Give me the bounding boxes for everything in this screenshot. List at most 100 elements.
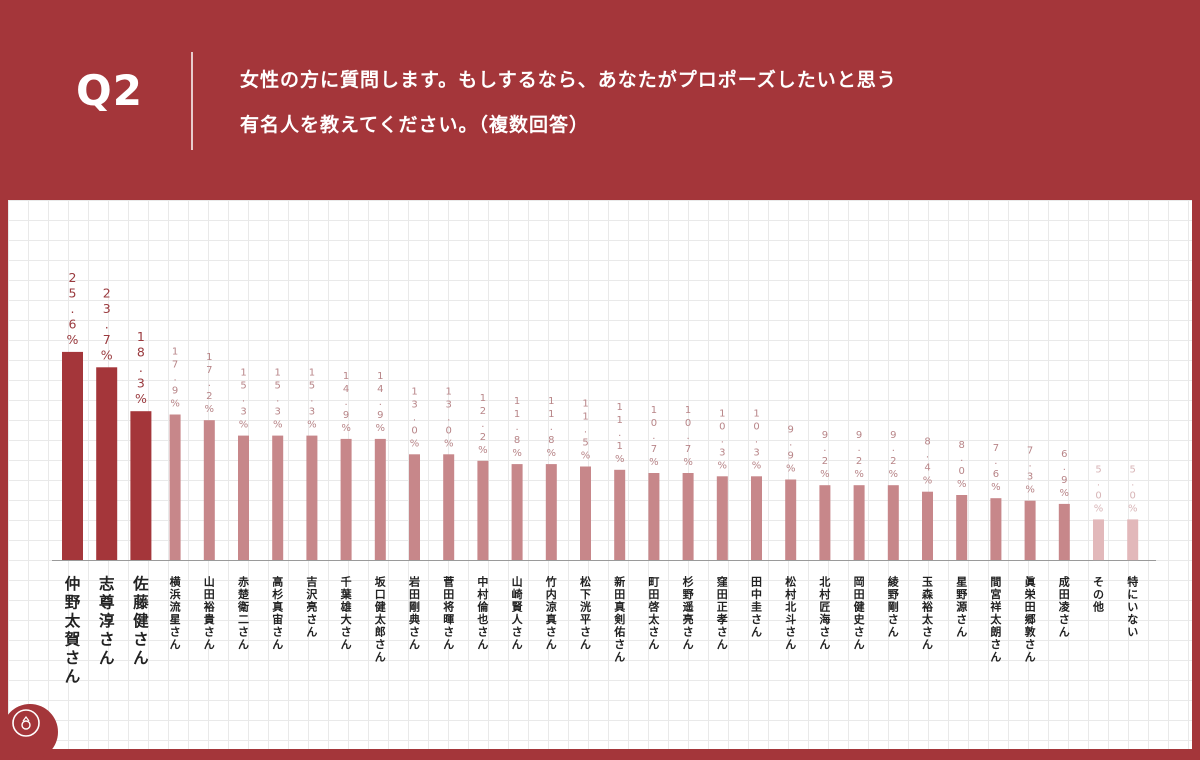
category-label: 山田裕貴さん bbox=[203, 574, 215, 651]
category-label: 岩田剛典さん bbox=[408, 574, 420, 651]
value-label: 9. 2% bbox=[854, 430, 864, 480]
category-label: その他 bbox=[1092, 575, 1104, 613]
question-number: Q2 bbox=[76, 66, 143, 115]
bar bbox=[1093, 519, 1104, 561]
value-label: 1 0. 7% bbox=[649, 405, 659, 468]
bar bbox=[1058, 503, 1070, 560]
bar bbox=[990, 498, 1002, 560]
bar bbox=[443, 454, 455, 560]
bar bbox=[785, 479, 797, 560]
category-label: 北村匠海さん bbox=[819, 574, 830, 651]
category-label: 仲野太賀さん bbox=[64, 574, 81, 686]
bar bbox=[477, 460, 489, 560]
bar bbox=[648, 473, 660, 560]
value-label: 1 3. 0% bbox=[444, 386, 454, 449]
value-label: 1 4. 9% bbox=[376, 371, 386, 434]
category-label: 星野源さん bbox=[956, 575, 967, 638]
value-label: 1 5. 3% bbox=[239, 368, 249, 431]
category-label: 吉沢亮さん bbox=[306, 574, 318, 638]
category-label: 坂口健太郎さん bbox=[374, 574, 387, 663]
category-label: 特にいない bbox=[1127, 574, 1138, 638]
category-label: 玉森裕太さん bbox=[921, 575, 934, 651]
value-label: 1 8. 3% bbox=[135, 329, 147, 406]
ring-logo-icon bbox=[2, 704, 58, 760]
bar bbox=[716, 476, 728, 560]
bar bbox=[340, 438, 352, 560]
value-label: 1 1. 8% bbox=[547, 396, 557, 459]
value-label: 7. 3% bbox=[1025, 446, 1035, 496]
category-label: 松下洸平さん bbox=[580, 574, 591, 651]
category-label: 赤楚衛二さん bbox=[237, 574, 250, 651]
category-label: 田中圭さん bbox=[751, 575, 762, 638]
value-label: 1 5. 3% bbox=[307, 368, 317, 431]
category-label: 竹内涼真さん bbox=[545, 574, 557, 651]
bar bbox=[203, 420, 215, 560]
value-label: 1 1. 8% bbox=[512, 396, 522, 459]
value-label: 9. 2% bbox=[820, 430, 830, 480]
value-label: 8. 4% bbox=[923, 437, 933, 487]
bar bbox=[682, 473, 694, 560]
value-label: 1 4. 9% bbox=[341, 371, 351, 434]
category-label: 間宮祥太朗さん bbox=[989, 575, 1002, 663]
category-label: 窪田正孝さん bbox=[716, 574, 728, 651]
value-label: 7. 6% bbox=[991, 443, 1001, 493]
bar bbox=[614, 469, 626, 560]
value-label: 1 1. 1% bbox=[615, 402, 625, 465]
category-label: 眞栄田郷敦さん bbox=[1024, 574, 1037, 663]
value-label: 2 5. 6% bbox=[67, 270, 79, 347]
category-label: 中村倫也さん bbox=[477, 574, 489, 651]
category-label: 志尊淳さん bbox=[99, 574, 115, 667]
bar bbox=[751, 476, 762, 560]
category-label: 横浜流星さん bbox=[170, 574, 182, 651]
value-label: 9. 2% bbox=[889, 430, 899, 480]
category-label: 菅田将暉さん bbox=[443, 574, 454, 651]
value-label: 1 1. 5% bbox=[581, 399, 591, 462]
question-text-line2: 有名人を教えてください。（複数回答） bbox=[240, 114, 589, 136]
category-label: 成田凌さん bbox=[1059, 574, 1071, 638]
bar bbox=[956, 495, 968, 560]
value-label: 9. 9% bbox=[786, 425, 796, 475]
bar bbox=[887, 485, 899, 560]
bar bbox=[169, 414, 181, 560]
header-banner: Q2 女性の方に質問します。もしするなら、あなたがプロポーズしたいと思う 有名人… bbox=[0, 0, 1200, 200]
bar-chart: 2 5. 6 % 仲野太賀さん 2 3. 7 % 志尊淳さん 1 8. 3 % 佐藤健さん 1 7. 9 % 横浜流星… bbox=[52, 270, 1156, 686]
value-label: 6. 9% bbox=[1060, 449, 1070, 499]
bar bbox=[272, 435, 284, 560]
bar bbox=[306, 435, 318, 560]
bar bbox=[130, 411, 152, 560]
bar bbox=[511, 464, 523, 560]
question-text-line1: 女性の方に質問します。もしするなら、あなたがプロポーズしたいと思う bbox=[240, 69, 897, 91]
bar bbox=[374, 438, 386, 560]
bar bbox=[819, 485, 831, 560]
value-label: 1 2. 2% bbox=[478, 393, 488, 456]
value-label: 1 0. 7% bbox=[683, 405, 693, 468]
bar bbox=[1127, 519, 1139, 561]
bar bbox=[853, 485, 865, 560]
bar bbox=[238, 435, 249, 560]
value-label: 1 3. 0% bbox=[410, 386, 420, 449]
bar bbox=[96, 367, 118, 560]
category-label: 岡田健史さん bbox=[854, 575, 866, 651]
category-label: 杉野遥亮さん bbox=[683, 574, 694, 651]
chart-panel: 2 5. 6% 仲野太賀さん 2 3. 7% 志尊淳さん 1 8. 3% 佐藤健さん 1 7. 9% 横浜流星… bbox=[8, 200, 1192, 749]
category-label: 高杉真宙さん bbox=[272, 574, 283, 651]
category-label: 新田真剣佑さん bbox=[613, 574, 625, 663]
value-label: 1 7. 2% bbox=[205, 352, 215, 415]
value-label: 1 7. 9% bbox=[170, 347, 180, 410]
category-label: 千葉雄大さん bbox=[340, 574, 353, 651]
bar bbox=[409, 454, 420, 560]
value-label: 5. 0% bbox=[1094, 464, 1104, 514]
bar bbox=[545, 464, 557, 560]
value-label: 5. 0% bbox=[1128, 464, 1138, 514]
category-label: 綾野剛さん bbox=[888, 574, 900, 638]
value-label: 1 0. 3% bbox=[718, 408, 728, 471]
bar bbox=[62, 351, 83, 560]
value-label: 2 3. 7% bbox=[101, 285, 113, 362]
bar bbox=[580, 466, 591, 560]
value-label: 1 5. 3% bbox=[273, 368, 283, 431]
category-label: 町田啓太さん bbox=[647, 575, 660, 651]
category-label: 山崎賢人さん bbox=[512, 574, 524, 651]
value-label: 8. 0% bbox=[957, 440, 967, 490]
bar bbox=[922, 491, 933, 560]
bar bbox=[1024, 500, 1036, 560]
